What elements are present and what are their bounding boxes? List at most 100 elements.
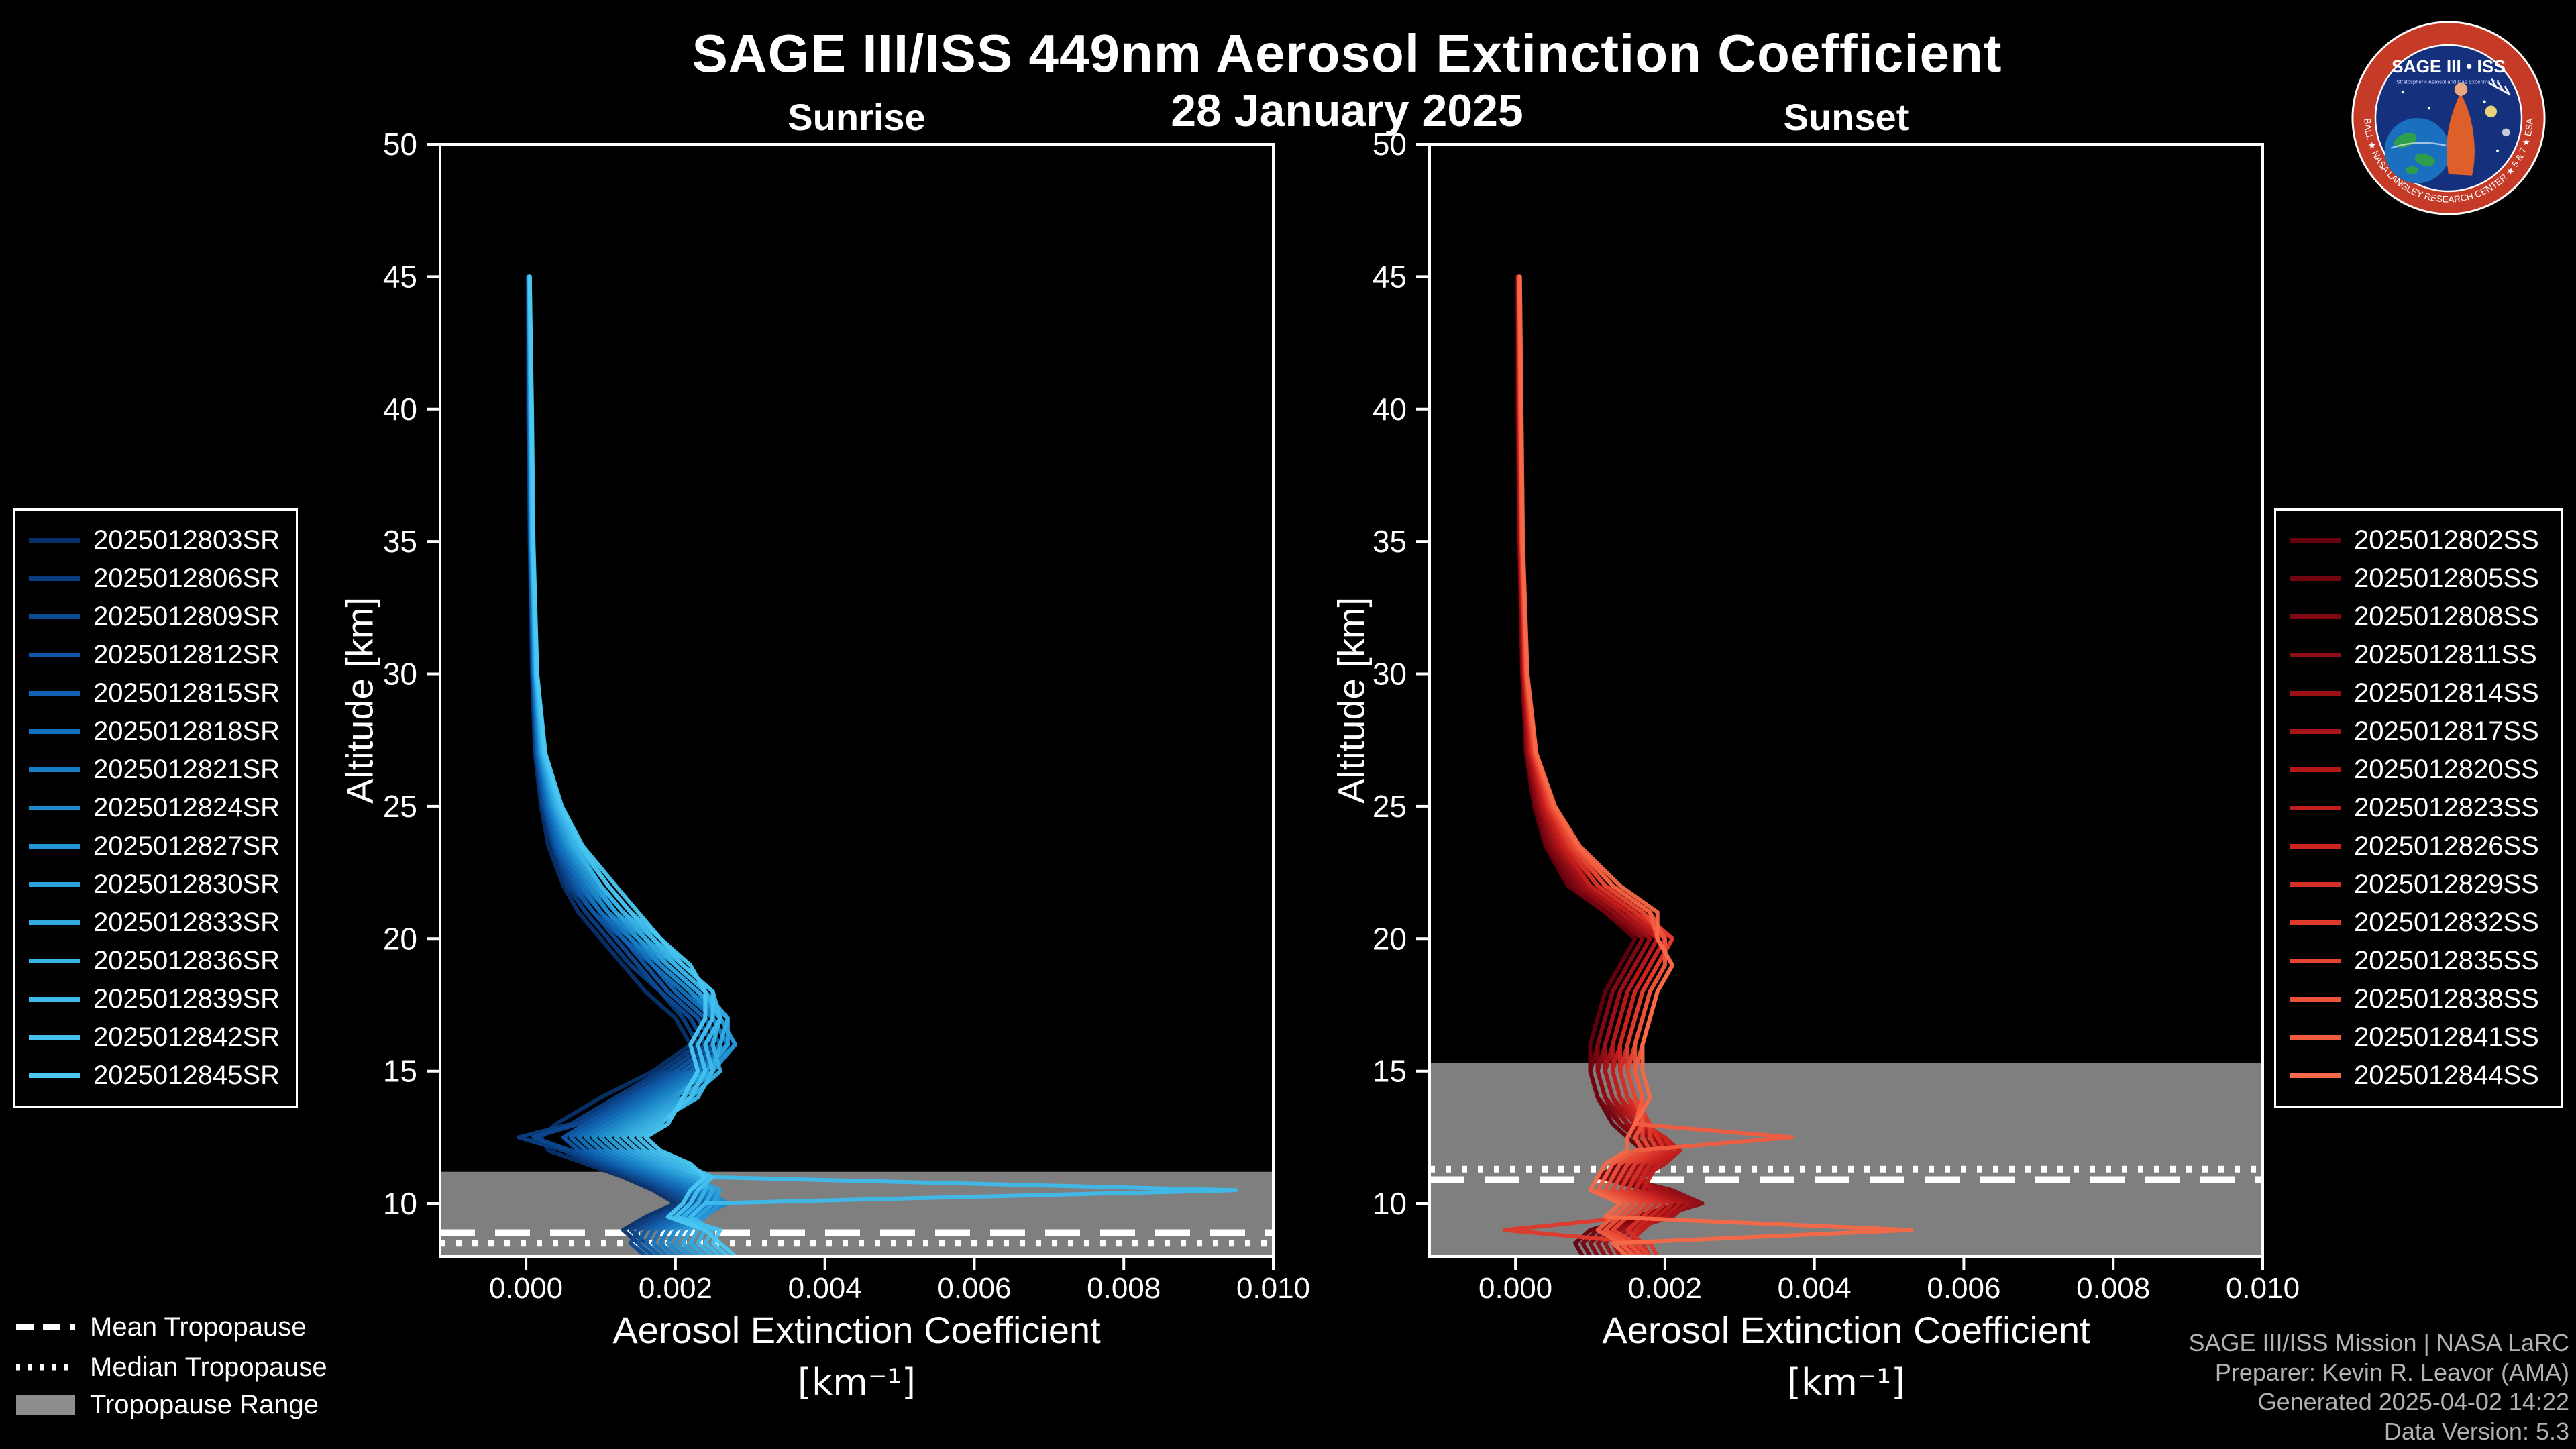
- x-tick-label: 0.010: [2226, 1272, 2300, 1305]
- legend-line-swatch: [2290, 1073, 2341, 1078]
- legend-line-swatch: [29, 729, 80, 734]
- legend-line-swatch: [2290, 653, 2341, 657]
- legend-item: 2025012839SR: [29, 980, 296, 1018]
- x-tick-label: 0.002: [639, 1272, 712, 1305]
- gray-range-swatch: [16, 1395, 75, 1415]
- y-tick-label: 35: [383, 524, 417, 559]
- y-axis-label-sunset: Altitude [km]: [1330, 596, 1373, 804]
- legend-label: 2025012845SR: [93, 1061, 280, 1090]
- legend-item: 2025012841SS: [2290, 1018, 2561, 1057]
- legend-label: 2025012830SR: [93, 869, 280, 899]
- legend-item: 2025012833SR: [29, 904, 296, 942]
- legend-label: 2025012803SR: [93, 525, 280, 555]
- sunrise-plot: 0.000 0.002 0.004 0.006 0.008 0.010 10 15 20 25 30…: [383, 127, 1310, 1305]
- legend-label: 2025012835SS: [2354, 946, 2539, 975]
- sage-iii-iss-logo: SAGE III • ISS Stratospheric Aerosol and…: [2351, 21, 2546, 215]
- legend-label: 2025012808SS: [2354, 602, 2539, 631]
- legend-label: 2025012841SS: [2354, 1022, 2539, 1052]
- logo-planet: [2502, 128, 2510, 137]
- legend-label: 2025012811SS: [2354, 640, 2537, 669]
- logo-stars: [2401, 90, 2499, 152]
- legend-item: 2025012821SR: [29, 751, 296, 789]
- legend-line-swatch: [29, 920, 80, 925]
- legend-line-swatch: [29, 997, 80, 1002]
- x-tick-label: 0.004: [788, 1272, 862, 1305]
- legend-item: 2025012836SR: [29, 942, 296, 980]
- legend-line-swatch: [29, 576, 80, 581]
- tropopause-range-band: [440, 1171, 1273, 1256]
- logo-figure: [2446, 93, 2475, 176]
- legend-item: 2025012820SS: [2290, 751, 2561, 789]
- x-tick-label: 0.004: [1778, 1272, 1851, 1305]
- median-tropopause-label: Median Tropopause: [90, 1352, 327, 1382]
- sunset-legend: 2025012802SS 2025012805SS 2025012808SS 2025…: [2274, 508, 2563, 1108]
- legend-label: 2025012833SR: [93, 908, 280, 937]
- legend-label: 2025012844SS: [2354, 1061, 2539, 1090]
- x-tick-label: 0.006: [937, 1272, 1011, 1305]
- legend-item: 2025012802SS: [2290, 521, 2561, 559]
- legend-label: 2025012806SR: [93, 564, 280, 593]
- legend-item: 2025012803SR: [29, 521, 296, 559]
- legend-label: 2025012821SR: [93, 755, 280, 784]
- legend-item: 2025012814SS: [2290, 674, 2561, 712]
- y-tick-label: 10: [383, 1186, 417, 1221]
- generated-timestamp: Generated 2025-04-02 14:22: [2257, 1388, 2569, 1415]
- x-tick-label: 0.000: [1479, 1272, 1552, 1305]
- legend-item: 2025012811SS: [2290, 636, 2561, 674]
- legend-label: 2025012824SR: [93, 793, 280, 822]
- legend-item: 2025012817SS: [2290, 712, 2561, 751]
- legend-line-swatch: [2290, 997, 2341, 1002]
- y-axis-label-sunrise: Altitude [km]: [338, 596, 381, 804]
- y-tick-label: 30: [383, 657, 417, 692]
- legend-line-swatch: [2290, 1035, 2341, 1040]
- x-axis-label-group-sunset: Aerosol Extinction Coefficient [km⁻¹]: [1430, 1308, 2263, 1403]
- legend-item: 2025012838SS: [2290, 980, 2561, 1018]
- legend-item: 2025012844SS: [2290, 1057, 2561, 1095]
- legend-label: 2025012829SS: [2354, 869, 2539, 899]
- x-axis-label-group-sunrise: Aerosol Extinction Coefficient [km⁻¹]: [440, 1308, 1273, 1403]
- y-tick-label: 50: [1373, 127, 1407, 162]
- y-tick-label: 15: [383, 1054, 417, 1089]
- y-tick-label: 10: [1373, 1186, 1407, 1221]
- legend-label: 2025012823SS: [2354, 793, 2539, 822]
- legend-item: 2025012823SS: [2290, 789, 2561, 827]
- logo-subtitle: Stratospheric Aerosol and Gas Experiment…: [2396, 78, 2500, 85]
- x-tick-label: 0.008: [2076, 1272, 2150, 1305]
- mission-credit: SAGE III/ISS Mission | NASA LaRC: [2188, 1329, 2569, 1356]
- legend-label: 2025012827SR: [93, 831, 280, 861]
- legend-line-swatch: [2290, 614, 2341, 619]
- legend-label: 2025012836SR: [93, 946, 280, 975]
- logo-moon: [2485, 105, 2498, 118]
- x-tick-label: 0.002: [1628, 1272, 1702, 1305]
- legend-line-swatch: [2290, 844, 2341, 849]
- legend-line-swatch: [29, 959, 80, 963]
- profile-line-2025012818SR: [527, 274, 730, 1258]
- tropopause-range-label: Tropopause Range: [90, 1389, 319, 1419]
- legend-label: 2025012832SS: [2354, 908, 2539, 937]
- legend-label: 2025012838SS: [2354, 984, 2539, 1014]
- y-tick-label: 50: [383, 127, 417, 162]
- y-tick-label: 35: [1373, 524, 1407, 559]
- mean-tropopause-label: Mean Tropopause: [90, 1311, 307, 1342]
- legend-item: 2025012808SS: [2290, 598, 2561, 636]
- panel-title-sunrise: Sunrise: [788, 96, 926, 138]
- y-tick-label: 40: [1373, 392, 1407, 427]
- legend-line-swatch: [2290, 767, 2341, 772]
- logo-earth: [2384, 118, 2450, 184]
- profile-line-2025012844SS: [1517, 274, 1914, 1258]
- legend-label: 2025012815SR: [93, 678, 280, 708]
- legend-label: 2025012839SR: [93, 984, 280, 1014]
- legend-item: 2025012842SR: [29, 1018, 296, 1057]
- x-axis-label: Aerosol Extinction Coefficient: [1602, 1309, 2090, 1351]
- legend-line-swatch: [29, 538, 80, 543]
- legend-item: 2025012829SS: [2290, 865, 2561, 904]
- legend-item: 2025012845SR: [29, 1057, 296, 1095]
- legend-item: 2025012806SR: [29, 559, 296, 598]
- legend-line-swatch: [29, 1073, 80, 1078]
- dotted-line-swatch: [16, 1364, 75, 1371]
- legend-label: 2025012812SR: [93, 640, 280, 669]
- logo-figure-head: [2454, 83, 2468, 96]
- legend-item: 2025012815SR: [29, 674, 296, 712]
- legend-line-swatch: [29, 882, 80, 887]
